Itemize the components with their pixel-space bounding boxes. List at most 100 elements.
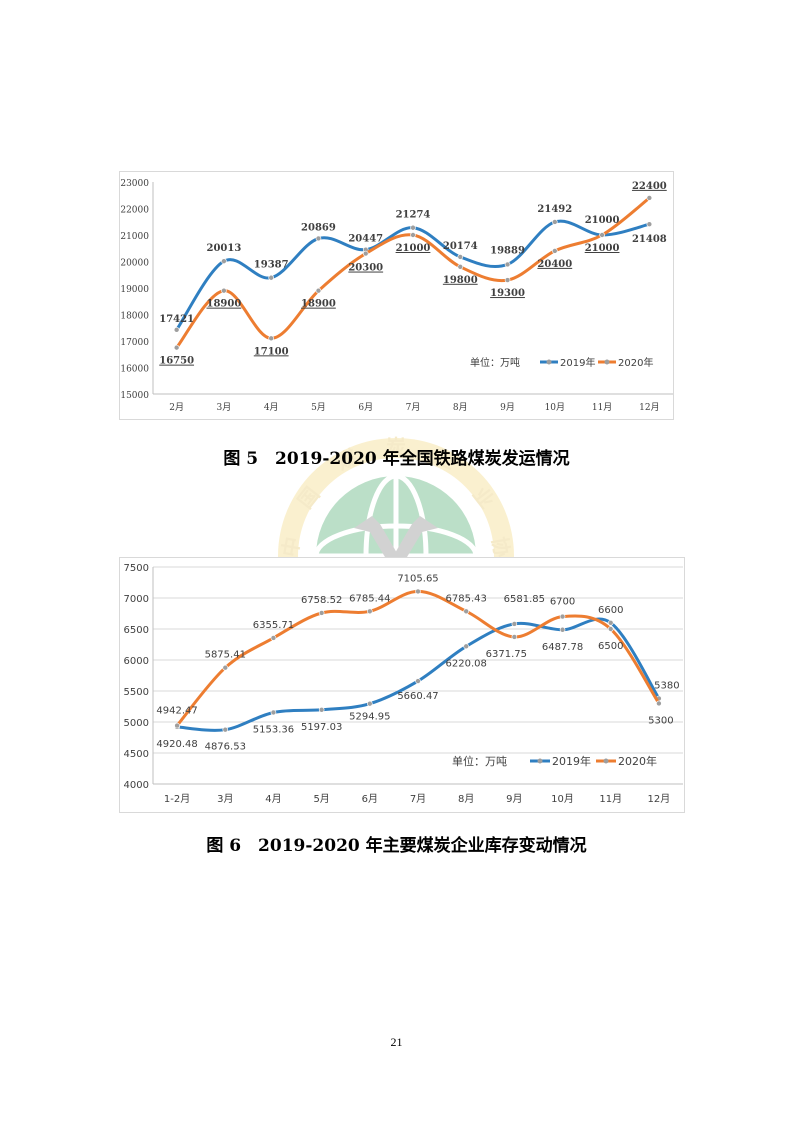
data-point (410, 224, 416, 231)
data-point (559, 613, 566, 620)
x-tick-label: 9月 (506, 793, 522, 805)
data-point (222, 726, 229, 733)
x-tick-label: 10月 (545, 402, 565, 413)
data-label: 5197.03 (301, 722, 342, 733)
data-label: 6220.08 (446, 658, 487, 669)
data-label: 19300 (490, 288, 525, 299)
data-label: 6355.71 (253, 620, 294, 631)
data-label: 20300 (348, 263, 383, 274)
svg-text:中: 中 (278, 535, 305, 559)
data-label: 4942.47 (156, 706, 197, 717)
data-label: 6700 (550, 597, 575, 608)
legend-marker (604, 359, 610, 365)
data-point (646, 195, 653, 201)
data-label: 5660.47 (397, 691, 438, 702)
data-point (367, 608, 373, 615)
chart-canvas: 15000 16000 17000 18000 19000 20000 21000 22000… (120, 179, 673, 413)
data-label: 4876.53 (205, 742, 246, 753)
data-point (410, 232, 416, 238)
y-tick-label: 18000 (120, 312, 149, 322)
x-tick-label: 11月 (599, 793, 622, 805)
series-line-2019年 (176, 617, 661, 732)
data-point (362, 250, 369, 257)
data-point (463, 608, 469, 615)
data-point (607, 620, 614, 626)
series-line-2019年 (175, 219, 650, 331)
data-point (457, 254, 464, 260)
data-point (607, 626, 614, 632)
data-label: 6487.78 (542, 642, 583, 653)
data-label: 17421 (159, 314, 194, 325)
data-point (222, 664, 229, 671)
y-tick-label: 16000 (120, 365, 149, 375)
chart-canvas: 4000 4500 5000 5500 6000 6500 7000 7500 1-2月 3月 4月… (124, 563, 683, 805)
x-tick-label: 3月 (217, 402, 232, 413)
legend-marker (546, 359, 552, 365)
data-label: 20447 (348, 234, 383, 245)
x-tick-label: 5月 (311, 402, 326, 413)
x-tick-label: 4月 (265, 793, 281, 805)
y-tick-label: 4500 (124, 749, 149, 760)
unit-label: 单位：万吨 (452, 754, 507, 768)
y-tick-label: 6500 (124, 625, 149, 636)
y-tick-label: 7500 (124, 563, 149, 574)
data-label: 6758.52 (301, 595, 342, 606)
x-tick-label: 6月 (358, 402, 373, 413)
data-point (504, 261, 511, 268)
data-label: 16750 (159, 356, 194, 367)
data-point (270, 635, 277, 641)
data-point (367, 700, 373, 707)
data-label: 21000 (585, 243, 620, 254)
data-point (268, 274, 274, 281)
data-label: 7105.65 (397, 573, 438, 584)
data-point (315, 235, 322, 242)
x-tick-label: 8月 (453, 402, 468, 413)
rail-coal-shipment-chart: 15000 16000 17000 18000 19000 20000 21000 22000… (119, 171, 674, 420)
x-tick-label: 7月 (406, 402, 421, 413)
x-tick-label: 10月 (551, 793, 574, 805)
data-point (415, 678, 421, 684)
data-point (457, 264, 464, 270)
x-tick-label: 4月 (264, 402, 279, 413)
x-tick-label: 11月 (592, 402, 612, 413)
data-label: 19889 (490, 245, 525, 256)
data-point (511, 634, 518, 640)
figure-5-caption: 图 5 2019-2020 年全国铁路煤炭发运情况 (223, 449, 570, 469)
data-label: 18900 (301, 299, 336, 310)
page-number: 21 (390, 1035, 403, 1049)
data-label: 5294.95 (349, 712, 390, 723)
data-label: 21492 (537, 204, 572, 215)
data-point (318, 706, 325, 713)
y-tick-label: 5000 (124, 718, 149, 729)
data-label: 6600 (598, 605, 623, 616)
data-label: 20174 (443, 241, 478, 252)
data-point (173, 344, 180, 351)
x-tick-label: 6月 (362, 793, 378, 805)
data-label: 6785.43 (446, 593, 487, 604)
x-tick-label: 1-2月 (164, 793, 190, 805)
data-label: 4920.48 (156, 739, 197, 750)
data-label: 6785.44 (349, 593, 390, 604)
unit-label: 单位：万吨 (470, 356, 520, 369)
data-point (221, 287, 227, 294)
data-point (174, 722, 180, 729)
data-label: 6371.75 (486, 649, 527, 660)
figure-6-caption: 图 6 2019-2020 年主要煤炭企业库存变动情况 (206, 836, 587, 856)
data-label: 20869 (301, 222, 336, 233)
data-point (552, 219, 558, 225)
data-label: 5300 (648, 715, 673, 726)
data-point (221, 258, 227, 264)
x-tick-label: 3月 (217, 793, 233, 805)
data-label: 19387 (254, 260, 289, 271)
series-line-2020年 (175, 589, 661, 727)
x-tick-label: 12月 (648, 793, 671, 805)
y-tick-label: 19000 (120, 285, 149, 295)
data-point (552, 248, 558, 254)
data-label: 5875.41 (205, 650, 246, 661)
data-point (415, 588, 421, 595)
x-tick-label: 9月 (500, 402, 515, 413)
data-point (504, 277, 511, 283)
y-tick-label: 5500 (124, 687, 149, 698)
svg-text:协: 协 (487, 535, 514, 559)
x-tick-label: 12月 (639, 402, 659, 413)
